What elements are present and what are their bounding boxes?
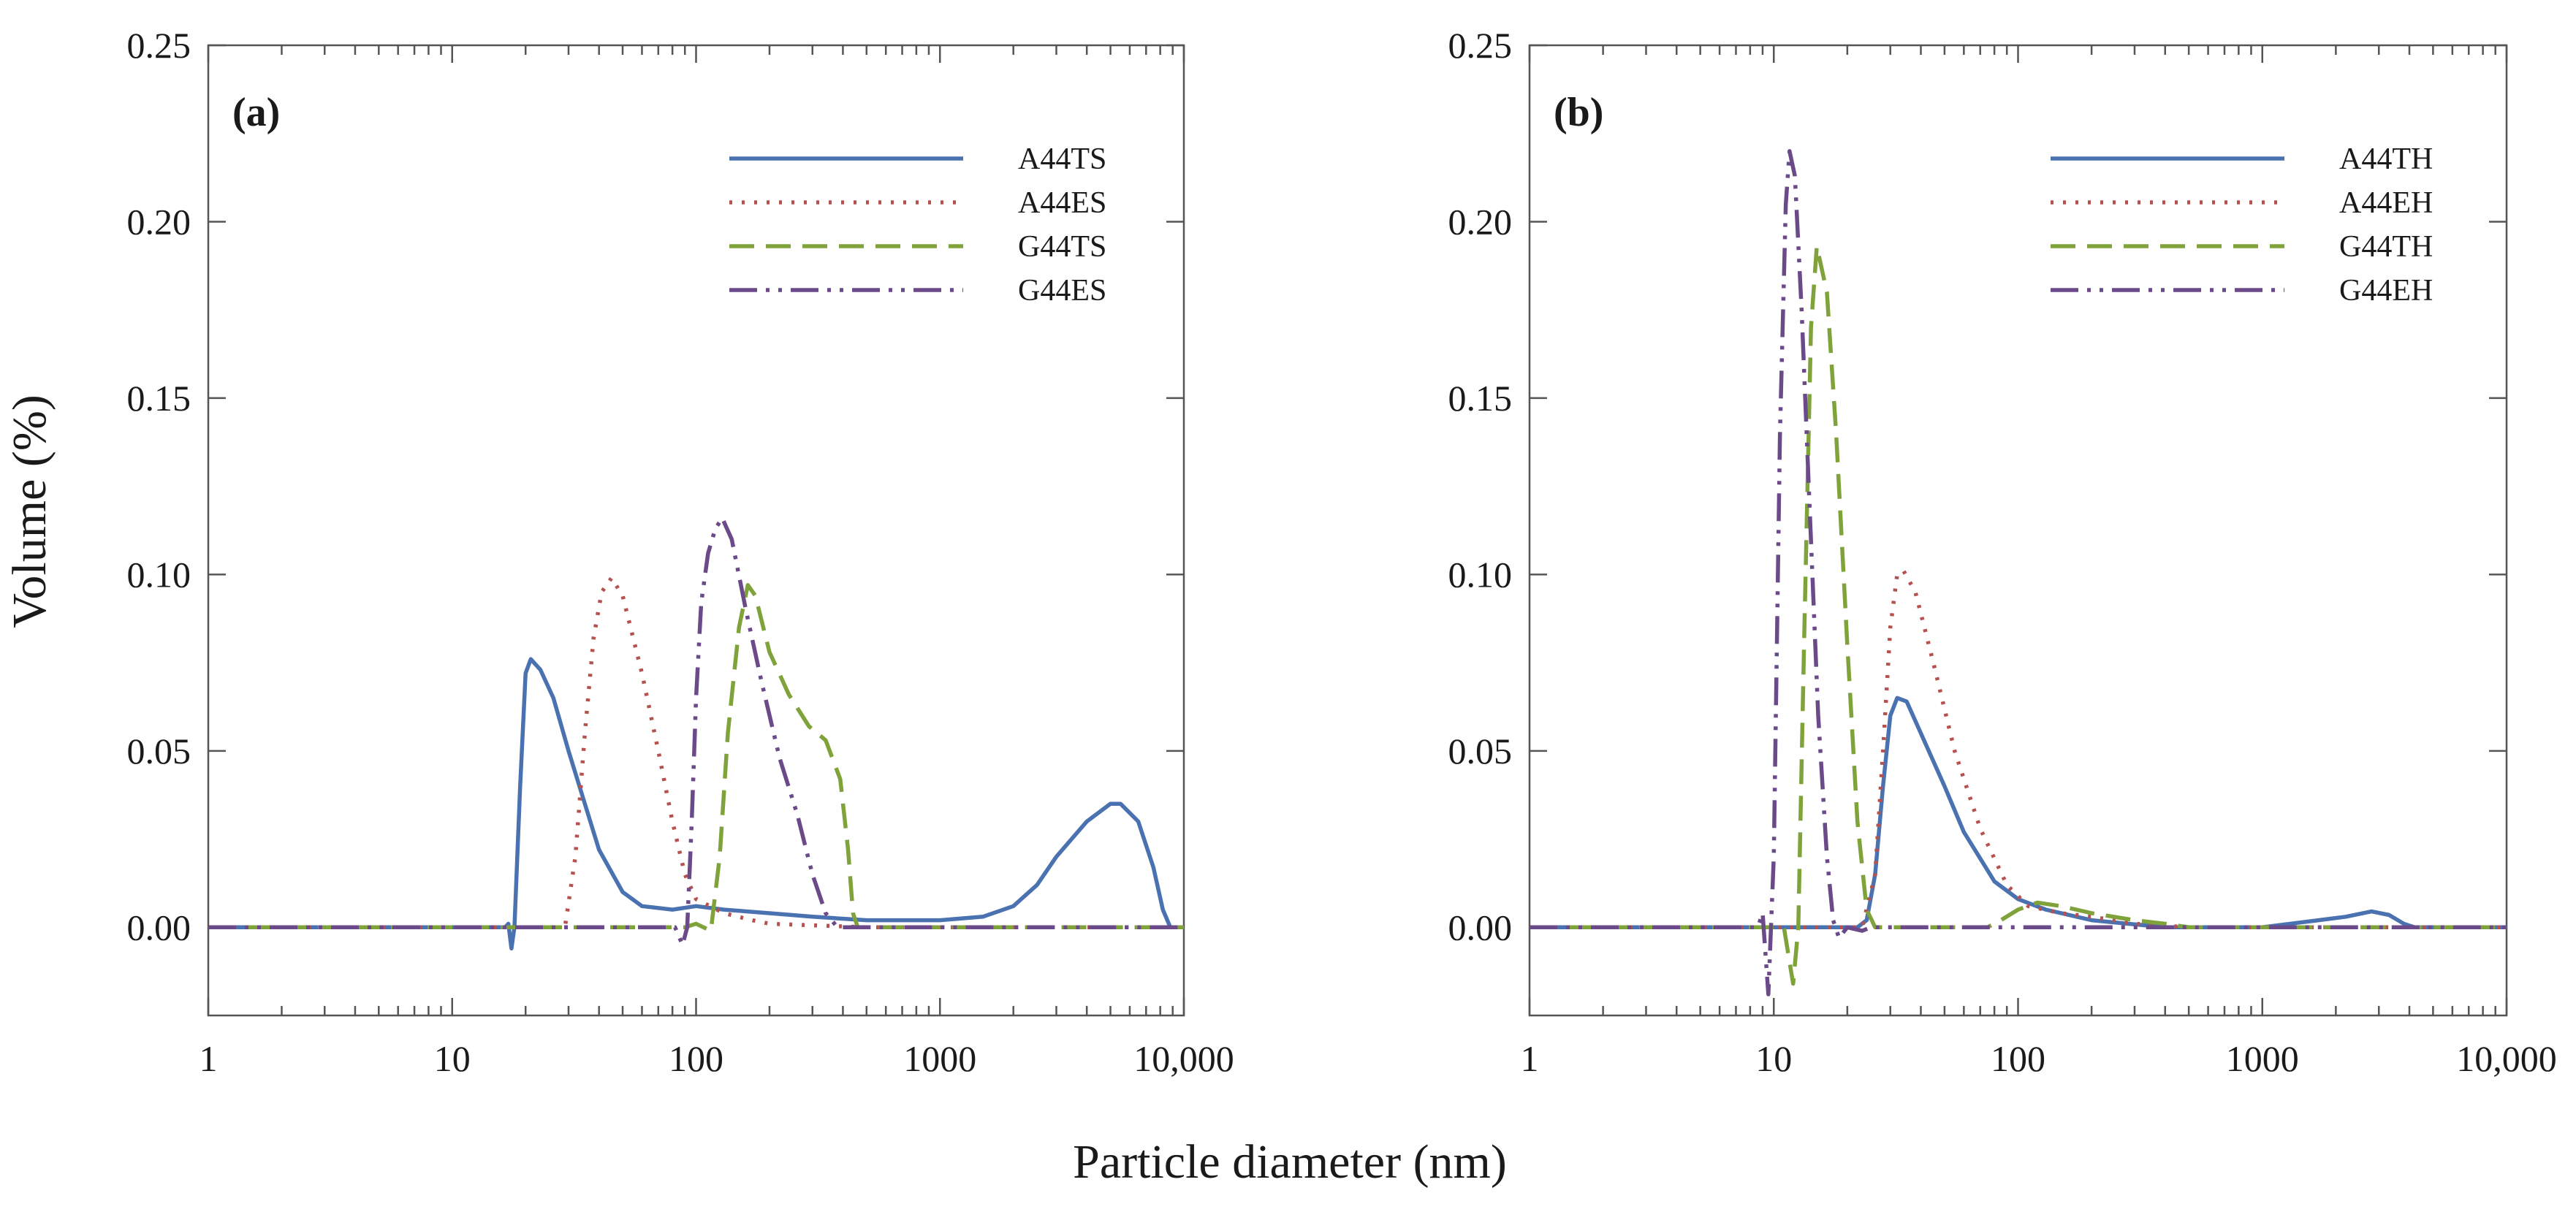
x-tick-label: 1000 [903, 1038, 976, 1079]
y-tick-label: 0.20 [127, 201, 191, 242]
panel-a: 1 10 100 1000 10,000 0.00 0.05 0.10 0.15 0.20 0.25… [127, 25, 1234, 1079]
series-line-g44eh [1530, 149, 2507, 996]
legend-label: G44EH [2339, 274, 2433, 308]
y-tick-label: 0.25 [127, 25, 191, 66]
x-axis-title: Particle diameter (nm) [1073, 1135, 1507, 1189]
x-tick-label: 10 [1755, 1038, 1792, 1079]
y-tick-label: 0.25 [1448, 25, 1513, 66]
x-tick-label: 1 [200, 1038, 218, 1079]
y-tick-label: 0.00 [127, 907, 191, 948]
x-tick-label: 100 [1991, 1038, 2045, 1079]
series-line-a44th [1530, 695, 2507, 930]
y-tick-label: 0.10 [127, 554, 191, 595]
y-tick-label: 0.15 [1448, 378, 1513, 419]
x-tick-label: 100 [669, 1038, 723, 1079]
legend-label: G44TH [2339, 230, 2433, 264]
legend-label: G44TS [1018, 230, 1106, 264]
y-tick-label: 0.10 [1448, 554, 1513, 595]
x-tick-label: 1000 [2226, 1038, 2299, 1079]
x-tick-label: 10 [434, 1038, 471, 1079]
panel-label: (b) [1554, 90, 1603, 135]
y-tick-label: 0.05 [1448, 731, 1513, 771]
y-tick-label: 0.05 [127, 731, 191, 771]
legend-label: A44EH [2339, 186, 2433, 220]
series-line-g44es [208, 516, 1184, 948]
series-line-a44eh [1530, 568, 2507, 930]
y-tick-label: 0.00 [1448, 907, 1513, 948]
series-line-a44ts [208, 657, 1184, 950]
x-tick-label: 10,000 [1133, 1038, 1234, 1079]
panel-label: (a) [232, 90, 280, 135]
legend-label: A44TS [1018, 142, 1106, 176]
series-line-g44ts [208, 583, 1184, 933]
series-line-g44th [1530, 244, 2507, 986]
y-tick-label: 0.20 [1448, 201, 1513, 242]
y-axis-title: Volume (%) [3, 395, 56, 628]
y-tick-label: 0.15 [127, 378, 191, 419]
legend-label: A44TH [2339, 142, 2433, 176]
x-tick-label: 1 [1521, 1038, 1539, 1079]
x-tick-label: 10,000 [2456, 1038, 2557, 1079]
legend-label: A44ES [1018, 186, 1106, 220]
series-line-a44es [208, 576, 1184, 930]
legend-label: G44ES [1018, 274, 1106, 308]
panel-b: 1 10 100 1000 10,000 0.00 0.05 0.10 0.15 0.20 0.25… [1448, 25, 2557, 1079]
